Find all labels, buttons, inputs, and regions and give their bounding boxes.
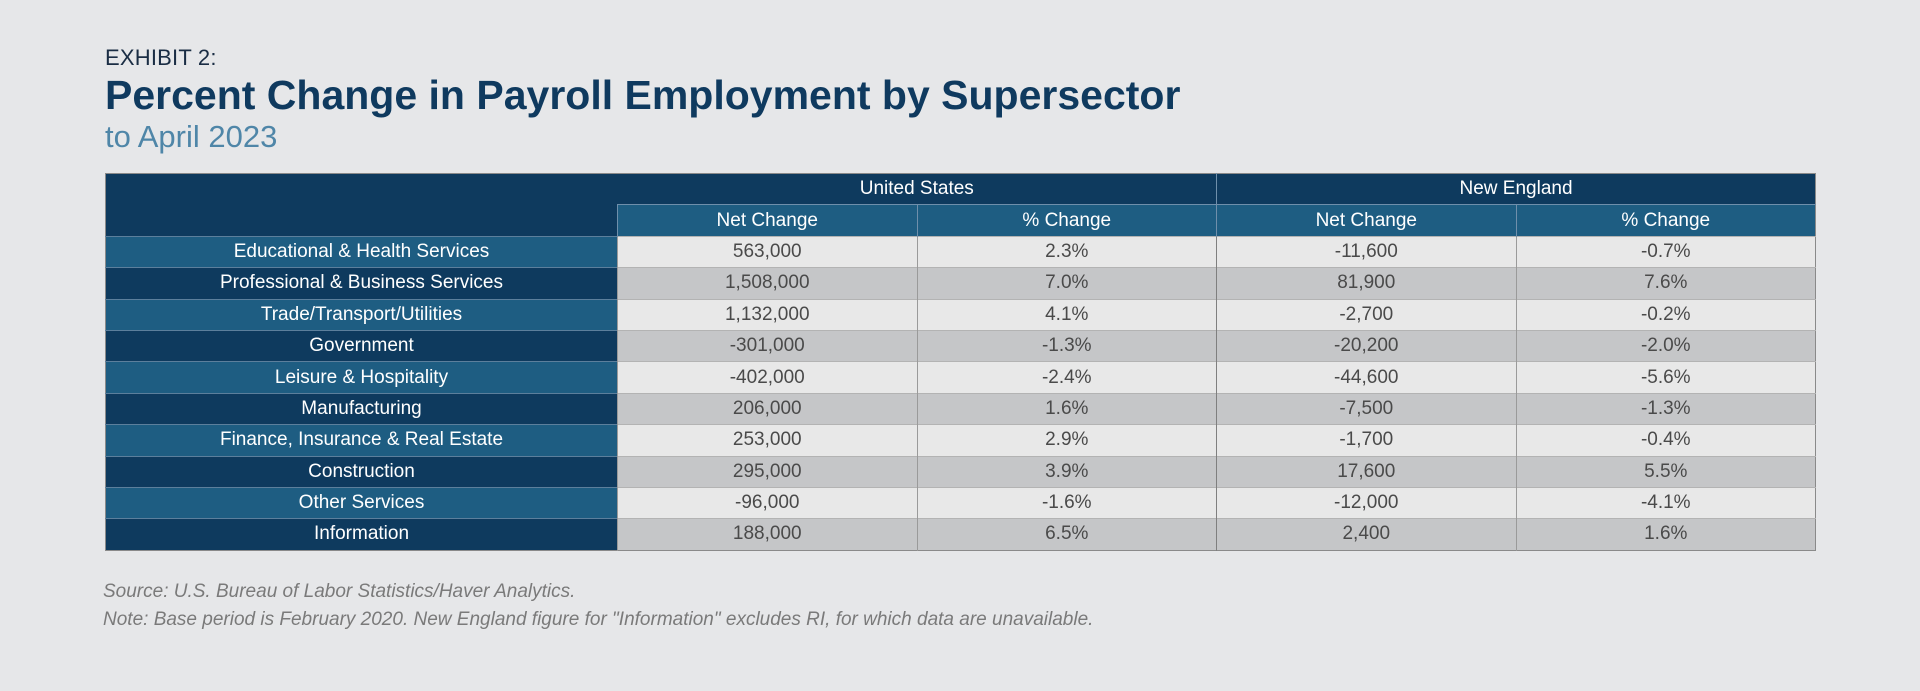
cell-ne-pct-change: 1.6%	[1515, 518, 1816, 551]
cell-ne-net-change: 2,400	[1216, 518, 1517, 551]
cell-us-pct-change: -2.4%	[916, 361, 1217, 394]
cell-us-net-change: 1,508,000	[617, 267, 917, 300]
cell-us-net-change: -96,000	[617, 486, 917, 519]
cell-us-pct-change: 2.9%	[916, 424, 1217, 457]
table-row: Government -301,000 -1.3% -20,200 -2.0%	[105, 329, 1816, 362]
cell-us-net-change: -301,000	[617, 329, 917, 362]
exhibit-header: EXHIBIT 2: Percent Change in Payroll Emp…	[105, 44, 1180, 156]
subheader-us-pct: % Change	[916, 204, 1217, 237]
row-label: Manufacturing	[105, 392, 618, 425]
cell-us-net-change: -402,000	[617, 361, 917, 394]
table-row: Construction 295,000 3.9% 17,600 5.5%	[105, 455, 1816, 488]
group-header-ne: New England	[1216, 173, 1816, 206]
row-label: Information	[105, 518, 618, 551]
table-row: Other Services -96,000 -1.6% -12,000 -4.1%	[105, 486, 1816, 519]
cell-us-pct-change: -1.6%	[916, 486, 1217, 519]
subheader-ne-pct: % Change	[1515, 204, 1816, 237]
table-body: Educational & Health Services 563,000 2.3%…	[105, 235, 1816, 551]
row-label: Professional & Business Services	[105, 267, 618, 300]
label-subheader-cell	[105, 204, 618, 237]
cell-us-pct-change: 2.3%	[916, 235, 1217, 268]
cell-ne-net-change: 81,900	[1216, 267, 1517, 300]
page-title: Percent Change in Payroll Employment by …	[105, 72, 1181, 118]
row-label: Construction	[105, 455, 618, 488]
cell-ne-pct-change: -0.4%	[1515, 424, 1816, 457]
group-header-us: United States	[617, 173, 1217, 206]
row-label: Educational & Health Services	[105, 235, 618, 268]
cell-us-pct-change: 3.9%	[916, 455, 1217, 488]
subheader-ne-net: Net Change	[1216, 204, 1517, 237]
table-row: Educational & Health Services 563,000 2.3%…	[105, 235, 1816, 268]
label-header-cell	[105, 173, 618, 205]
cell-ne-pct-change: -1.3%	[1515, 392, 1816, 425]
cell-ne-pct-change: -0.7%	[1515, 235, 1816, 268]
employment-table: United States New England Net Change % C…	[105, 173, 1817, 551]
table-row: Trade/Transport/Utilities 1,132,000 4.1% -2…	[105, 298, 1816, 331]
cell-us-pct-change: -1.3%	[916, 329, 1217, 362]
table-row: Professional & Business Services 1,508,00…	[105, 267, 1816, 300]
row-label: Finance, Insurance & Real Estate	[105, 424, 618, 457]
cell-ne-pct-change: 5.5%	[1515, 455, 1816, 488]
table-row: Manufacturing 206,000 1.6% -7,500 -1.3%	[105, 392, 1816, 425]
exhibit-label: EXHIBIT 2:	[105, 45, 217, 70]
cell-ne-net-change: -7,500	[1216, 392, 1517, 425]
cell-us-net-change: 188,000	[617, 518, 917, 551]
cell-ne-net-change: -12,000	[1216, 486, 1517, 519]
cell-us-net-change: 295,000	[617, 455, 917, 488]
cell-ne-pct-change: -0.2%	[1515, 298, 1816, 331]
cell-ne-net-change: -11,600	[1216, 235, 1517, 268]
footnotes: Source: U.S. Bureau of Labor Statistics/…	[103, 578, 1093, 634]
cell-us-pct-change: 7.0%	[916, 267, 1217, 300]
cell-us-net-change: 1,132,000	[617, 298, 917, 331]
row-label: Trade/Transport/Utilities	[105, 298, 618, 331]
row-label: Leisure & Hospitality	[105, 361, 618, 394]
cell-ne-pct-change: -5.6%	[1515, 361, 1816, 394]
cell-ne-pct-change: -2.0%	[1515, 329, 1816, 362]
cell-ne-net-change: -44,600	[1216, 361, 1517, 394]
row-label: Government	[105, 329, 618, 362]
cell-us-net-change: 563,000	[617, 235, 917, 268]
table-row: Finance, Insurance & Real Estate 253,000 2…	[105, 424, 1816, 457]
table-row: Leisure & Hospitality -402,000 -2.4% -44,60…	[105, 361, 1816, 394]
cell-ne-net-change: -20,200	[1216, 329, 1517, 362]
subheader-us-net: Net Change	[617, 204, 917, 237]
page-subtitle: to April 2023	[105, 119, 278, 154]
cell-ne-pct-change: -4.1%	[1515, 486, 1816, 519]
cell-ne-net-change: -2,700	[1216, 298, 1517, 331]
cell-ne-net-change: 17,600	[1216, 455, 1517, 488]
subheader-row: Net Change % Change Net Change % Change	[105, 204, 1816, 237]
cell-us-net-change: 206,000	[617, 392, 917, 425]
source-note: Source: U.S. Bureau of Labor Statistics/…	[103, 581, 576, 602]
group-header-row: United States New England	[105, 173, 1816, 206]
table-row: Information 188,000 6.5% 2,400 1.6%	[105, 518, 1816, 551]
cell-us-pct-change: 6.5%	[916, 518, 1217, 551]
cell-us-net-change: 253,000	[617, 424, 917, 457]
cell-us-pct-change: 1.6%	[916, 392, 1217, 425]
row-label: Other Services	[105, 486, 618, 519]
cell-us-pct-change: 4.1%	[916, 298, 1217, 331]
cell-ne-net-change: -1,700	[1216, 424, 1517, 457]
base-period-note: Note: Base period is February 2020. New …	[103, 609, 1094, 630]
cell-ne-pct-change: 7.6%	[1515, 267, 1816, 300]
